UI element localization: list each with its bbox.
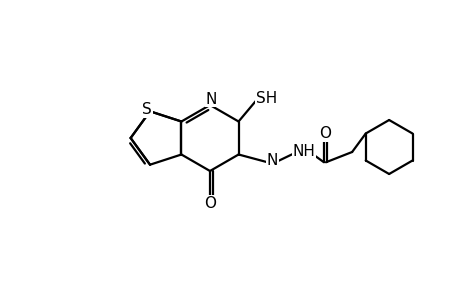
Text: SH: SH (255, 91, 277, 106)
Text: N: N (205, 92, 216, 106)
Text: S: S (142, 102, 151, 117)
Text: O: O (203, 196, 216, 211)
Text: O: O (318, 126, 330, 141)
Text: NH: NH (291, 143, 314, 158)
Text: N: N (266, 153, 278, 168)
